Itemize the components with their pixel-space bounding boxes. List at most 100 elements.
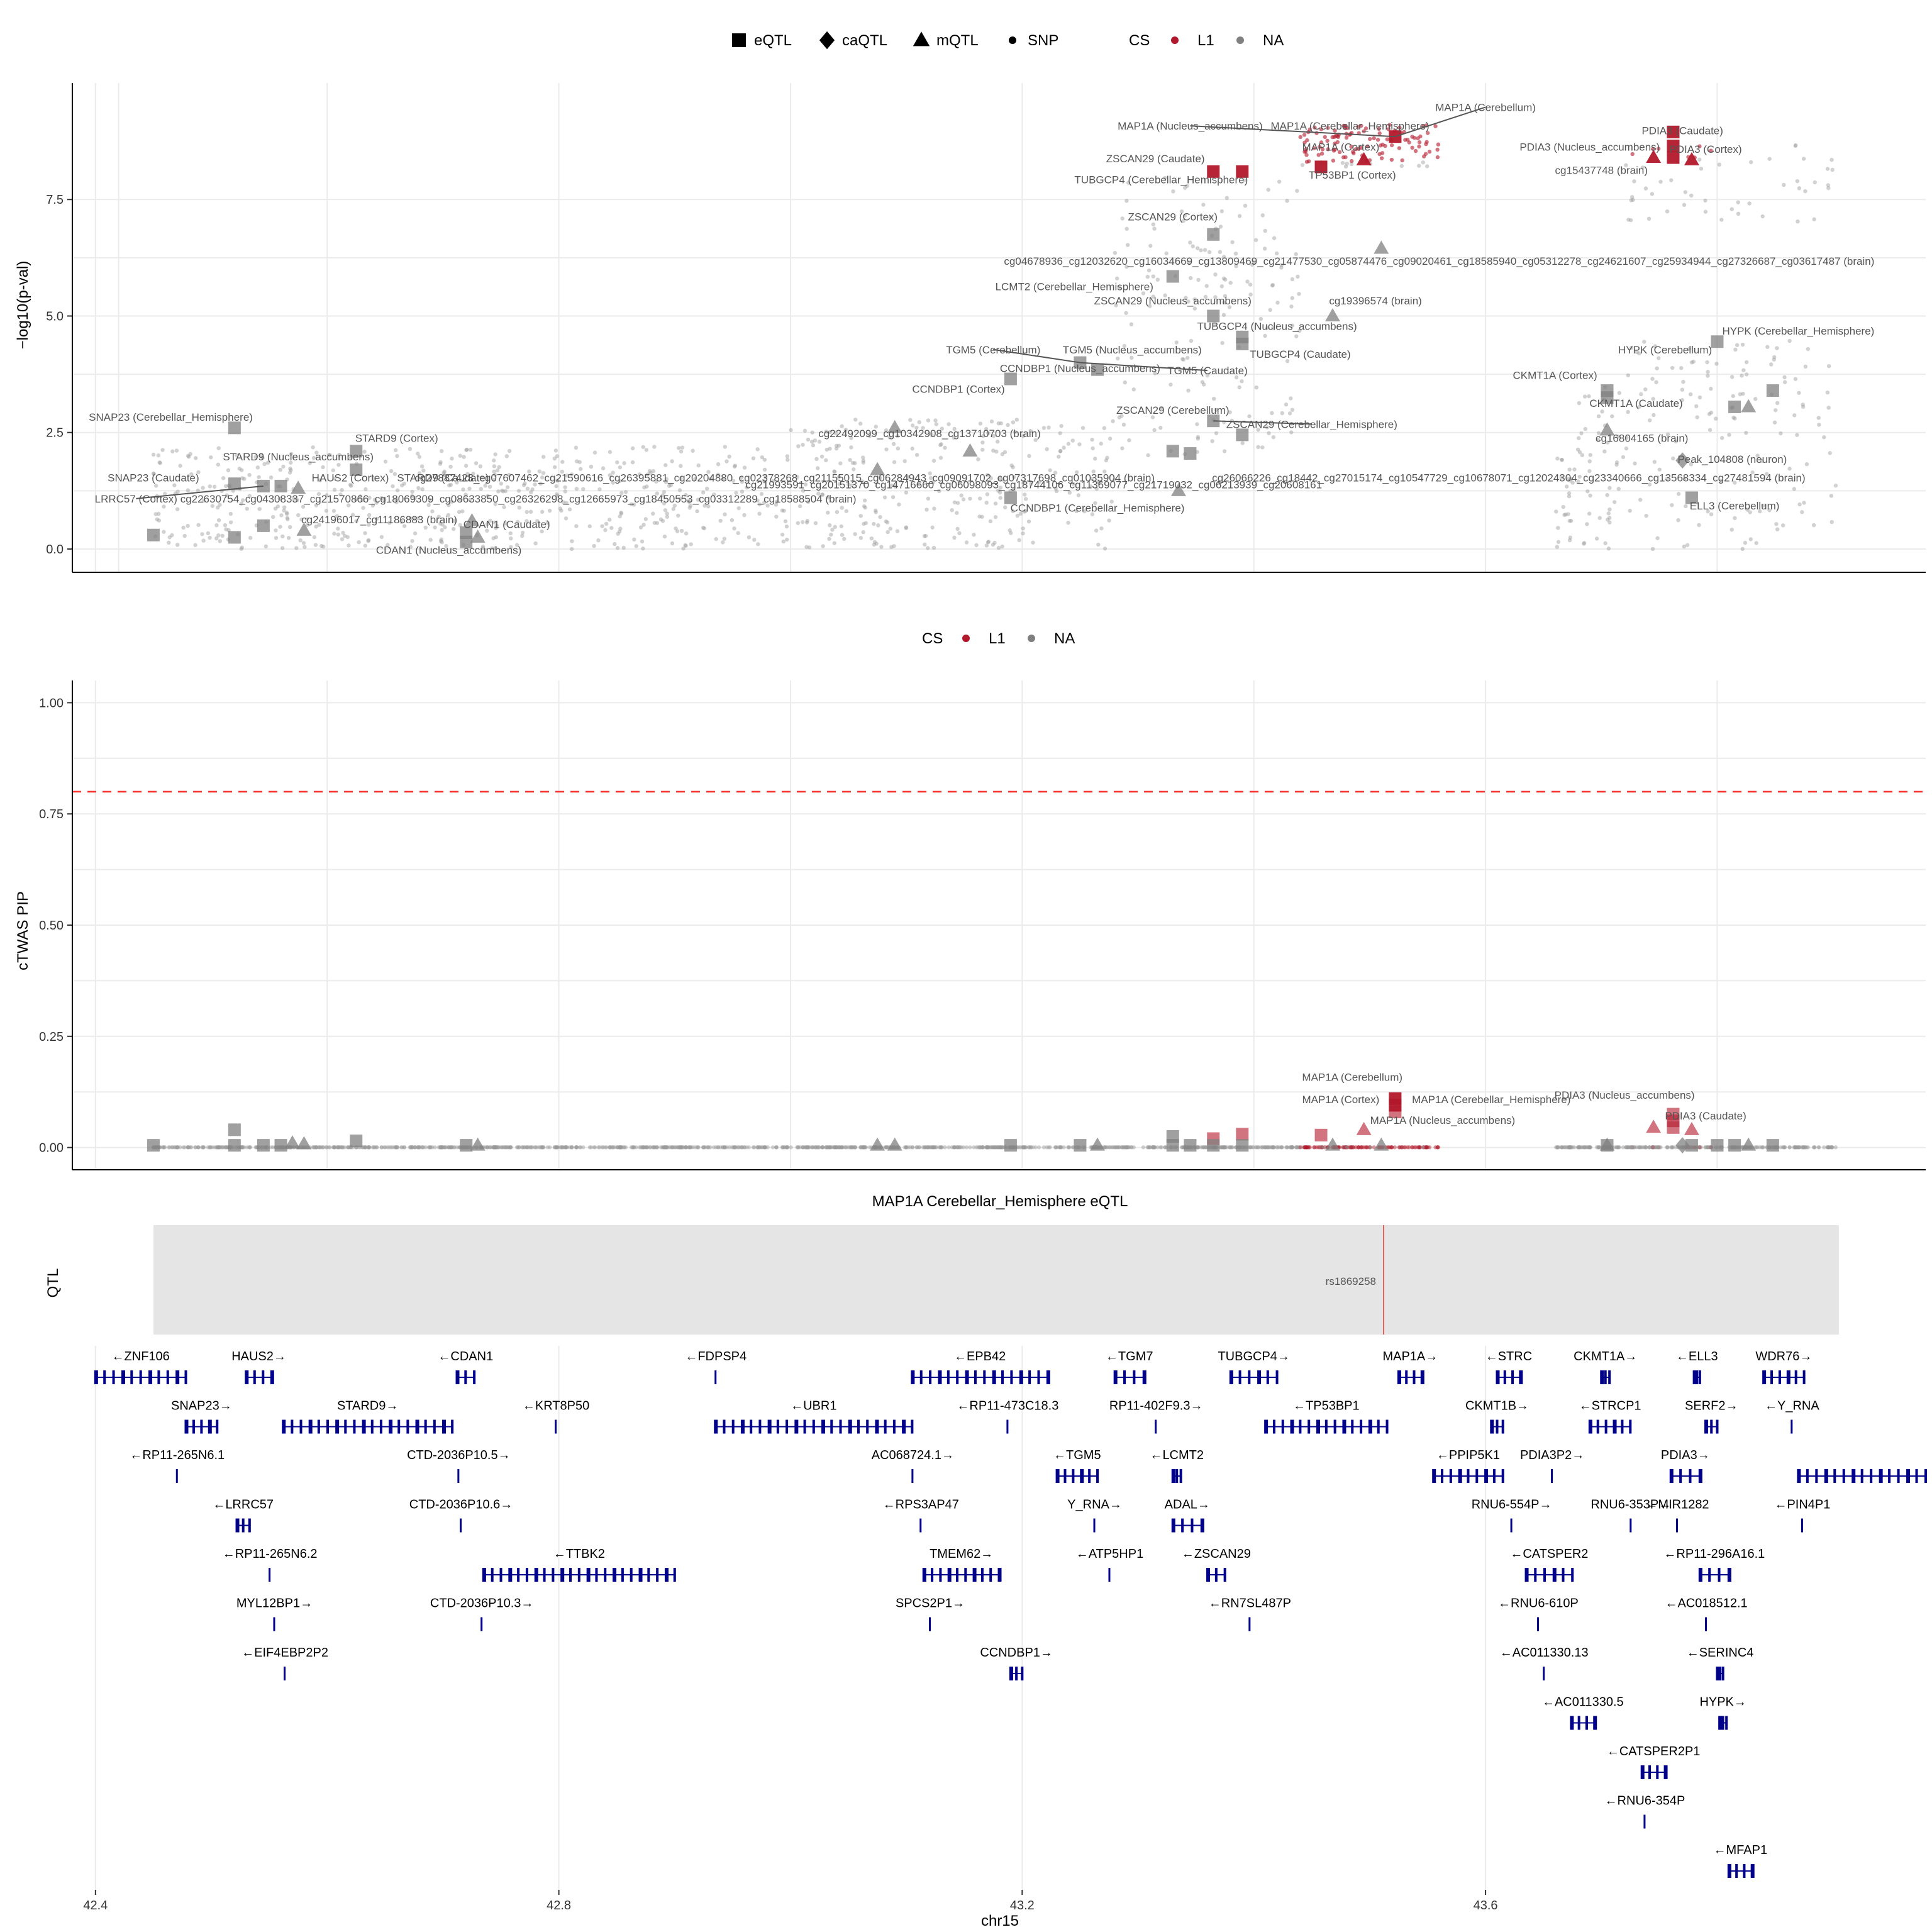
gene-exon	[922, 1568, 926, 1582]
snp-point	[1570, 480, 1575, 485]
snp-point	[1271, 435, 1276, 440]
snp-point	[1109, 499, 1114, 504]
snp-point	[560, 469, 565, 474]
snp-point	[1616, 1145, 1621, 1150]
snp-point	[774, 499, 779, 504]
snp-point	[861, 458, 866, 463]
snp-point	[601, 466, 606, 470]
snp-point	[1613, 1145, 1617, 1150]
snp-point	[503, 489, 508, 494]
snp-point	[1171, 189, 1175, 194]
snp-point	[1021, 1145, 1025, 1150]
snp-point	[316, 492, 321, 496]
snp-point	[514, 1145, 519, 1150]
snp-point	[672, 503, 677, 508]
snp-point	[1302, 1145, 1307, 1150]
snp-point	[413, 1145, 418, 1150]
snp-point	[722, 536, 727, 541]
snp-point	[1423, 1145, 1428, 1150]
qtl-point	[464, 513, 480, 526]
snp-point	[742, 465, 747, 470]
snp-point	[618, 514, 622, 519]
snp-point	[1196, 435, 1201, 440]
snp-point	[1058, 431, 1062, 436]
gene-exon	[1698, 1469, 1702, 1483]
snp-point	[763, 475, 768, 480]
gene-exon	[1413, 1370, 1416, 1384]
snp-point	[346, 503, 351, 508]
snp-point	[494, 1145, 498, 1150]
snp-point	[874, 541, 879, 546]
gene-exon	[460, 1518, 462, 1533]
snp-point	[1089, 484, 1093, 489]
snp-point	[722, 1145, 727, 1150]
snp-point	[984, 501, 989, 505]
snp-point	[538, 481, 543, 486]
snp-point	[671, 507, 675, 511]
snp-point	[693, 1145, 697, 1150]
snp-point	[724, 459, 729, 464]
snp-point	[1699, 167, 1704, 171]
snp-point	[807, 545, 812, 550]
snp-point	[178, 1145, 182, 1150]
gene-exon	[1675, 1518, 1678, 1533]
snp-point	[1572, 1145, 1577, 1150]
snp-point	[885, 1145, 890, 1150]
qtl-point	[1374, 240, 1389, 254]
snp-point	[295, 497, 300, 502]
snp-point	[1207, 250, 1212, 255]
snp-point	[1727, 433, 1731, 437]
snp-point	[1094, 528, 1099, 533]
snp-point	[520, 530, 525, 535]
snp-point	[928, 471, 932, 475]
snp-point	[589, 464, 594, 469]
snp-point	[937, 1145, 941, 1150]
snp-point	[527, 1145, 531, 1150]
snp-point	[1697, 157, 1702, 162]
snp-point	[555, 1145, 559, 1150]
snp-point	[460, 509, 465, 514]
snp-point	[1109, 1145, 1114, 1150]
snp-point	[1594, 536, 1599, 541]
snp-point	[386, 1145, 390, 1150]
snp-point	[1112, 1145, 1117, 1150]
snp-point	[891, 441, 896, 447]
snp-point	[219, 1145, 224, 1150]
snp-point	[279, 513, 284, 518]
snp-point	[592, 1145, 596, 1150]
snp-point	[1606, 511, 1611, 516]
gene-exon	[480, 1617, 483, 1631]
snp-point	[494, 535, 499, 540]
gene-exon	[406, 1419, 409, 1434]
snp-point	[980, 447, 985, 452]
snp-point	[1191, 244, 1195, 248]
snp-point	[723, 512, 727, 517]
snp-point	[991, 1145, 996, 1150]
snp-point	[1126, 1145, 1131, 1150]
snp-point	[1653, 1145, 1658, 1150]
qtl-point	[1684, 1121, 1699, 1135]
snp-point	[567, 507, 572, 512]
gene-exon	[1629, 1419, 1632, 1434]
snp-point	[1792, 487, 1797, 491]
snp-point	[565, 474, 569, 478]
gene-exon	[282, 1419, 286, 1434]
snp-point	[1272, 236, 1277, 240]
snp-point	[1632, 179, 1636, 184]
snp-point	[1676, 518, 1680, 523]
gene-label: ←STRC	[1485, 1350, 1532, 1363]
snp-point	[1585, 1145, 1589, 1150]
snp-point	[187, 1145, 191, 1150]
snp-point	[1575, 447, 1580, 452]
snp-point	[849, 1145, 853, 1150]
gene-exon	[1640, 1765, 1645, 1779]
gene-exon	[157, 1370, 160, 1384]
snp-point	[1304, 1145, 1309, 1150]
legend-mQTL-key	[913, 31, 930, 47]
snp-point	[423, 1145, 428, 1150]
snp-point	[1630, 152, 1635, 157]
snp-point	[402, 524, 407, 528]
snp-point	[555, 479, 560, 483]
snp-point	[208, 535, 212, 540]
snp-point	[1731, 394, 1735, 398]
